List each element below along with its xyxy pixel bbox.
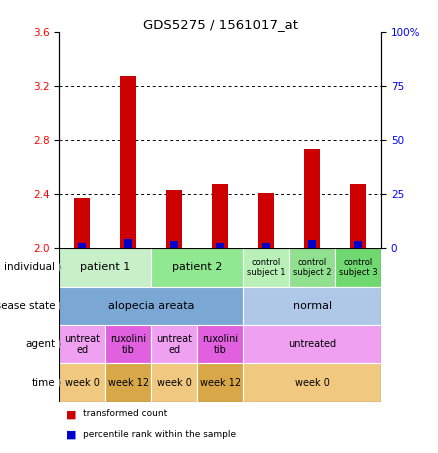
Bar [258,193,274,248]
Title: GDS5275 / 1561017_at: GDS5275 / 1561017_at [143,18,297,30]
Text: ruxolini
tib: ruxolini tib [202,334,238,355]
Bar [120,76,136,248]
Text: alopecia areata: alopecia areata [108,301,194,311]
Text: ■: ■ [66,410,76,419]
Bar [59,286,243,325]
Bar [170,241,178,248]
Bar [197,363,243,402]
Bar [197,325,243,363]
Text: week 0: week 0 [295,378,329,388]
Bar [350,184,366,248]
Text: week 12: week 12 [108,378,148,388]
Bar [59,325,105,363]
Bar [166,190,182,248]
Text: control
subject 1: control subject 1 [247,258,285,277]
Bar [151,325,197,363]
Bar [243,363,381,402]
Bar [243,325,381,363]
FancyArrow shape [58,377,60,389]
Text: untreat
ed: untreat ed [64,334,100,355]
Bar [212,184,228,248]
Text: untreated: untreated [288,339,336,349]
Text: ruxolini
tib: ruxolini tib [110,334,146,355]
Bar [243,248,289,286]
FancyArrow shape [58,300,60,312]
Bar [216,243,224,248]
Text: control
subject 3: control subject 3 [339,258,378,277]
Text: agent: agent [25,339,56,349]
Bar [262,243,270,248]
Text: week 0: week 0 [157,378,191,388]
Bar [78,243,86,248]
Text: normal: normal [293,301,332,311]
Bar [59,363,105,402]
Text: control
subject 2: control subject 2 [293,258,331,277]
Bar [354,241,362,248]
Text: patient 2: patient 2 [172,262,223,272]
Bar [289,248,335,286]
Text: ■: ■ [66,430,76,440]
Bar [335,248,381,286]
Text: patient 1: patient 1 [80,262,130,272]
Bar [74,198,90,248]
Text: percentile rank within the sample: percentile rank within the sample [83,430,237,439]
Text: week 0: week 0 [65,378,99,388]
Bar [304,149,320,248]
Bar [105,325,151,363]
Text: transformed count: transformed count [83,410,167,419]
Text: time: time [32,378,56,388]
Bar [151,248,243,286]
Bar [105,363,151,402]
Bar [59,248,151,286]
Text: individual: individual [4,262,56,272]
Bar [124,239,132,248]
Text: untreat
ed: untreat ed [156,334,192,355]
Bar [243,286,381,325]
Text: disease state: disease state [0,301,56,311]
Bar [308,240,316,248]
Text: week 12: week 12 [200,378,240,388]
FancyArrow shape [58,261,60,273]
FancyArrow shape [58,338,60,350]
Bar [151,363,197,402]
